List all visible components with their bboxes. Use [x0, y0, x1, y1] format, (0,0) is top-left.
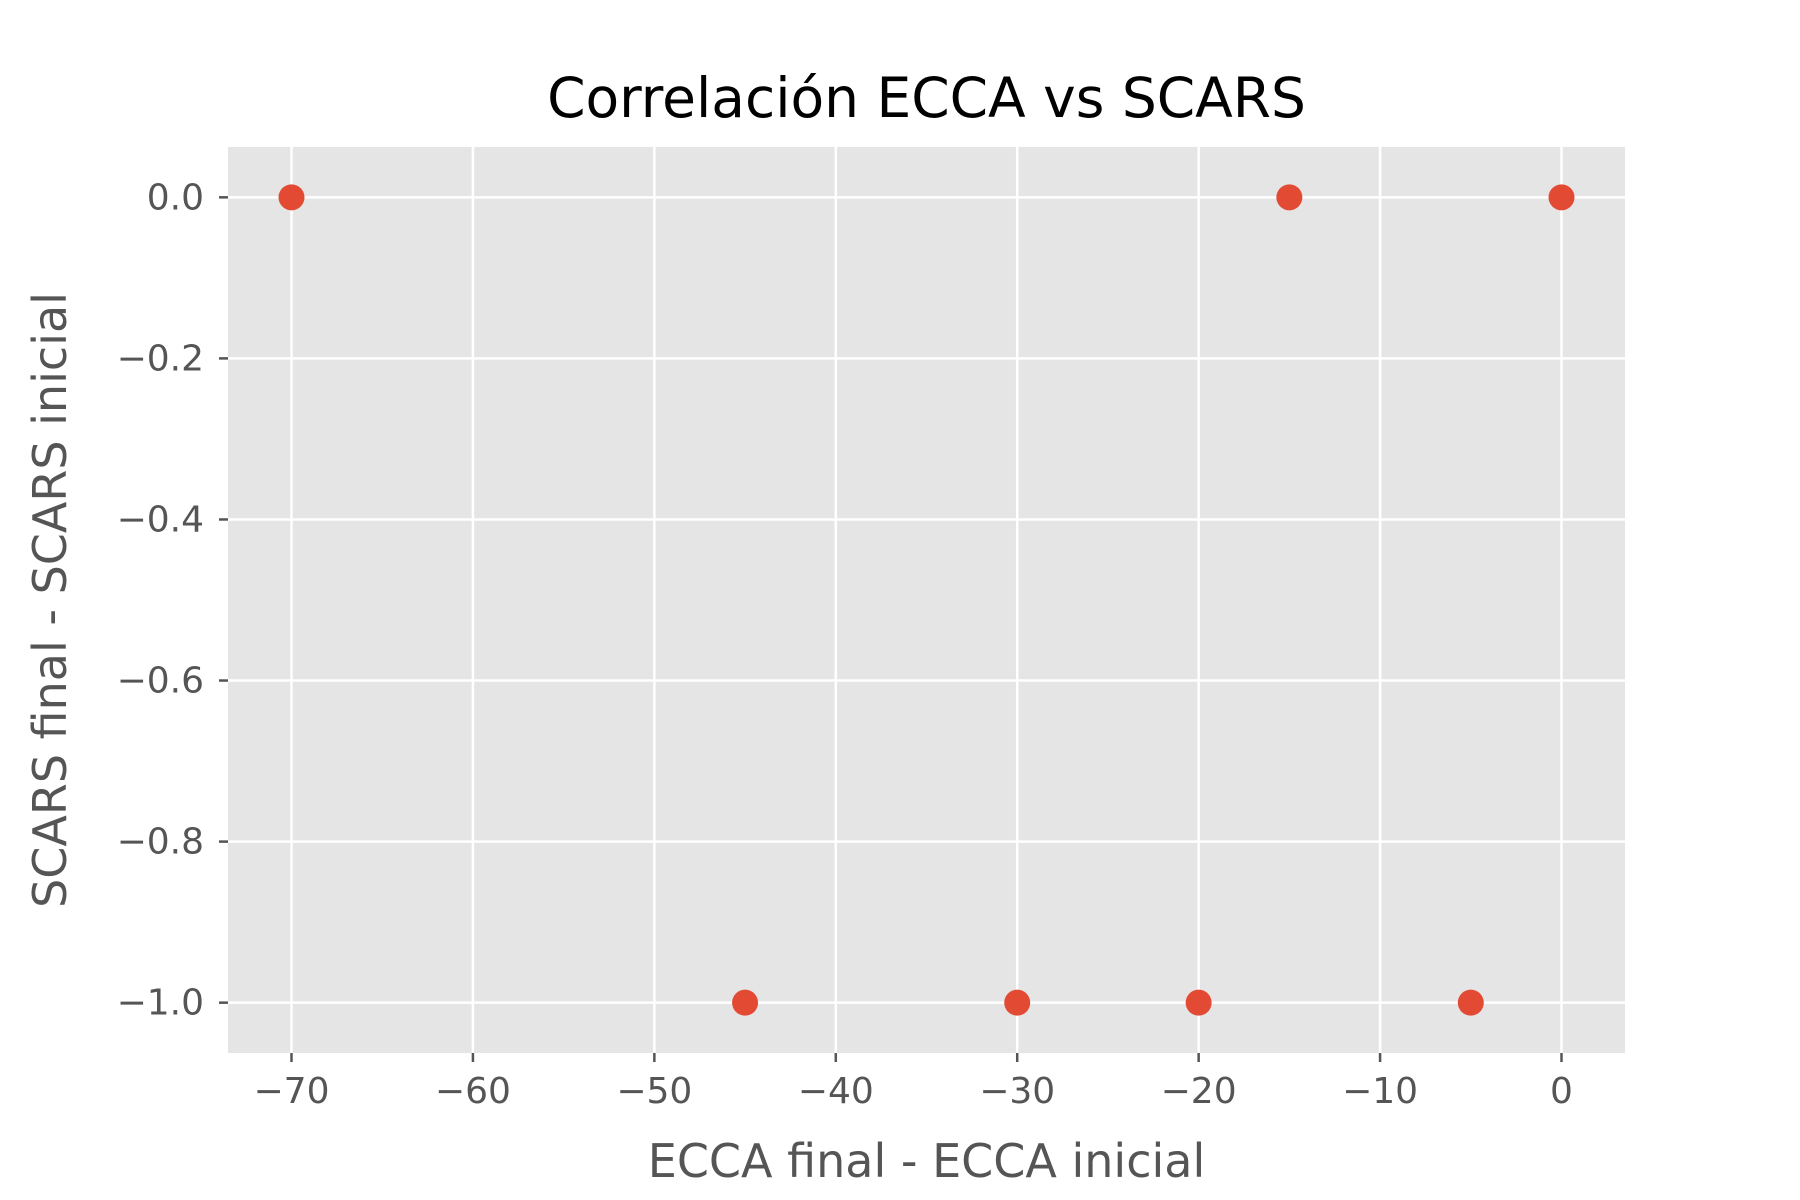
- plot-area: [228, 147, 1625, 1053]
- x-tick-label: 0: [1550, 1071, 1573, 1112]
- data-points: [278, 184, 1575, 1016]
- scatter-point: [1548, 184, 1575, 211]
- grid-lines: [228, 147, 1625, 1053]
- x-tick-label: −70: [254, 1071, 330, 1112]
- y-axis-label: SCARS final - SCARS inicial: [23, 292, 77, 908]
- x-tick-label: −40: [798, 1071, 874, 1112]
- scatter-point: [1276, 184, 1303, 211]
- x-tick-label: −30: [979, 1071, 1055, 1112]
- scatter-point: [1457, 989, 1484, 1016]
- y-tick-label: −0.4: [117, 499, 204, 540]
- y-tick-label: −0.8: [117, 822, 204, 863]
- x-tick-label: −20: [1161, 1071, 1237, 1112]
- y-tick-label: −0.6: [117, 661, 204, 702]
- chart-title: Correlación ECCA vs SCARS: [547, 66, 1306, 130]
- axis-ticks: −70 −60 −50 −40 −30 −20 −10 0 0.0 −0.2 −0.4 −0.6 −0.…: [117, 177, 1573, 1112]
- y-tick-label: 0.0: [147, 177, 204, 218]
- x-tick-label: −60: [435, 1071, 511, 1112]
- x-axis-label: ECCA final - ECCA inicial: [648, 1134, 1205, 1188]
- scatter-point: [1004, 989, 1031, 1016]
- scatter-point: [278, 184, 305, 211]
- scatter-point: [732, 989, 759, 1016]
- y-tick-label: −0.2: [117, 338, 204, 379]
- y-tick-label: −1.0: [117, 983, 204, 1024]
- x-tick-label: −10: [1342, 1071, 1418, 1112]
- scatter-point: [1185, 989, 1212, 1016]
- x-tick-label: −50: [616, 1071, 692, 1112]
